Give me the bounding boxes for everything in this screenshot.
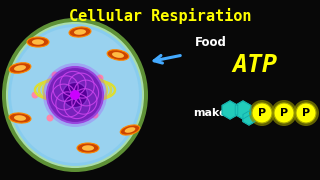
Ellipse shape xyxy=(82,145,94,151)
Text: P: P xyxy=(258,108,266,118)
Ellipse shape xyxy=(2,18,148,172)
Text: P: P xyxy=(302,108,310,118)
Ellipse shape xyxy=(11,27,139,163)
Ellipse shape xyxy=(107,50,129,60)
Circle shape xyxy=(46,114,53,122)
Ellipse shape xyxy=(112,52,124,58)
Text: Cellular Respiration: Cellular Respiration xyxy=(69,8,251,24)
Circle shape xyxy=(97,75,103,82)
Circle shape xyxy=(62,82,88,108)
Ellipse shape xyxy=(69,27,91,37)
Circle shape xyxy=(31,91,38,98)
Circle shape xyxy=(293,100,319,126)
Polygon shape xyxy=(222,101,238,119)
Ellipse shape xyxy=(14,115,26,121)
Circle shape xyxy=(271,100,297,126)
Text: makes: makes xyxy=(193,108,233,118)
Circle shape xyxy=(47,67,103,123)
Circle shape xyxy=(92,111,99,118)
Polygon shape xyxy=(243,111,255,125)
Ellipse shape xyxy=(32,39,44,45)
Ellipse shape xyxy=(27,37,49,47)
Ellipse shape xyxy=(7,23,143,167)
Circle shape xyxy=(274,103,294,123)
Ellipse shape xyxy=(120,125,140,135)
Circle shape xyxy=(52,71,59,78)
Circle shape xyxy=(70,90,80,100)
Ellipse shape xyxy=(77,143,99,153)
Circle shape xyxy=(249,100,275,126)
Ellipse shape xyxy=(125,127,135,133)
Circle shape xyxy=(43,63,107,127)
Text: P: P xyxy=(280,108,288,118)
Ellipse shape xyxy=(9,63,31,73)
Text: Food: Food xyxy=(195,35,227,48)
Circle shape xyxy=(296,103,316,123)
Ellipse shape xyxy=(9,113,31,123)
Text: ATP: ATP xyxy=(233,53,277,77)
Circle shape xyxy=(252,103,272,123)
Ellipse shape xyxy=(74,29,86,35)
Ellipse shape xyxy=(14,65,26,71)
Polygon shape xyxy=(235,101,251,119)
